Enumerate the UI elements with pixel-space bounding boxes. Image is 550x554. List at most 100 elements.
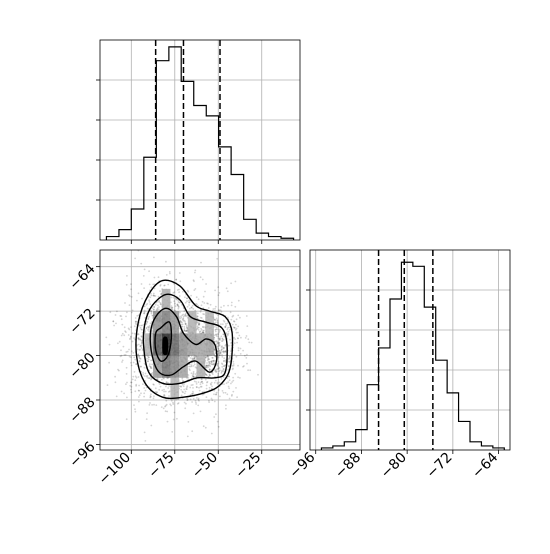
scatter-point xyxy=(210,360,212,363)
scatter-point xyxy=(155,391,158,394)
scatter-point xyxy=(216,364,219,367)
scatter-point xyxy=(216,342,219,344)
scatter-point xyxy=(234,328,237,331)
scatter-point xyxy=(160,293,163,295)
scatter-point xyxy=(193,363,196,366)
scatter-point xyxy=(208,361,211,363)
scatter-point xyxy=(218,354,220,357)
scatter-point xyxy=(217,341,220,344)
scatter-point xyxy=(150,367,153,369)
scatter-point xyxy=(201,331,204,334)
scatter-point xyxy=(128,294,130,297)
scatter-point xyxy=(196,325,199,328)
scatter-point xyxy=(220,370,223,373)
scatter-point xyxy=(139,358,142,360)
scatter-point xyxy=(182,313,185,316)
scatter-point xyxy=(163,377,165,380)
scatter-point xyxy=(177,307,180,310)
scatter-point xyxy=(219,309,222,312)
scatter-point xyxy=(189,307,191,310)
scatter-point xyxy=(153,287,156,290)
scatter-point xyxy=(125,283,128,286)
scatter-point xyxy=(196,303,198,306)
hist-right-xtick-label-3: −72 xyxy=(423,450,455,482)
scatter-point xyxy=(158,388,161,391)
scatter-point xyxy=(137,314,140,317)
scatter-point xyxy=(171,431,174,433)
scatter-point xyxy=(196,320,198,323)
scatter-point xyxy=(178,291,181,294)
scatter-point xyxy=(194,366,197,369)
scatter-point xyxy=(146,307,149,310)
scatter-point xyxy=(189,398,192,401)
scatter-point xyxy=(108,343,111,346)
scatter-point xyxy=(222,319,225,322)
scatter-point xyxy=(185,326,188,328)
scatter-point xyxy=(230,301,233,304)
scatter-point xyxy=(217,337,220,339)
scatter-point xyxy=(176,289,179,291)
scatter-point xyxy=(225,404,227,407)
scatter-point xyxy=(120,354,123,357)
scatter-point xyxy=(236,396,239,399)
scatter-point xyxy=(150,393,152,396)
scatter-point xyxy=(211,363,214,366)
scatter-point xyxy=(245,335,248,337)
scatter-point xyxy=(235,331,238,334)
scatter-point xyxy=(144,440,147,442)
scatter-point xyxy=(129,335,132,338)
scatter-point xyxy=(213,363,215,366)
scatter-point xyxy=(216,320,219,322)
scatter-point xyxy=(152,292,155,295)
scatter-point xyxy=(239,377,241,379)
scatter-point xyxy=(190,294,193,297)
scatter-point xyxy=(202,331,205,334)
scatter-point xyxy=(153,305,156,308)
scatter-point xyxy=(163,388,165,391)
scatter-point xyxy=(153,256,155,259)
scatter-point xyxy=(216,319,219,321)
scatter-point xyxy=(150,424,153,427)
scatter-point xyxy=(201,300,204,303)
scatter-point xyxy=(217,328,220,331)
scatter-point xyxy=(176,417,178,420)
scatter-point xyxy=(138,356,141,359)
scatter-point xyxy=(221,323,224,326)
scatter-point xyxy=(234,338,237,340)
scatter-point xyxy=(211,372,214,374)
scatter-point xyxy=(212,360,215,362)
scatter-point xyxy=(222,333,225,336)
scatter-point xyxy=(198,389,201,392)
scatter-point xyxy=(193,357,196,360)
scatter-point xyxy=(152,308,155,311)
density-cell xyxy=(161,355,171,378)
scatter-point xyxy=(221,338,224,340)
scatter-point xyxy=(201,329,203,331)
scatter-point xyxy=(200,381,202,384)
scatter-point xyxy=(150,294,153,297)
scatter-point xyxy=(192,412,195,415)
scatter-point xyxy=(143,311,146,313)
scatter-point xyxy=(234,372,237,375)
scatter-point xyxy=(183,383,186,385)
scatter-point xyxy=(124,354,127,356)
scatter-point xyxy=(123,334,126,337)
scatter-point xyxy=(153,383,155,386)
density-cell xyxy=(153,355,162,378)
scatter-point xyxy=(220,323,222,325)
contour-level-4 xyxy=(162,336,169,356)
scatter-point xyxy=(140,328,143,331)
scatter-point xyxy=(150,377,153,380)
scatter-point xyxy=(137,389,140,392)
scatter-point xyxy=(177,306,180,308)
scatter-point xyxy=(202,326,205,329)
scatter-point xyxy=(188,363,191,366)
scatter-point xyxy=(168,395,170,397)
scatter-point xyxy=(142,373,145,376)
scatter-point xyxy=(218,341,221,344)
scatter-point xyxy=(186,388,188,390)
scatter-point xyxy=(221,366,224,368)
scatter-point xyxy=(137,353,140,356)
scatter-xtick-label-1: −75 xyxy=(145,450,177,482)
scatter-point xyxy=(194,271,196,274)
